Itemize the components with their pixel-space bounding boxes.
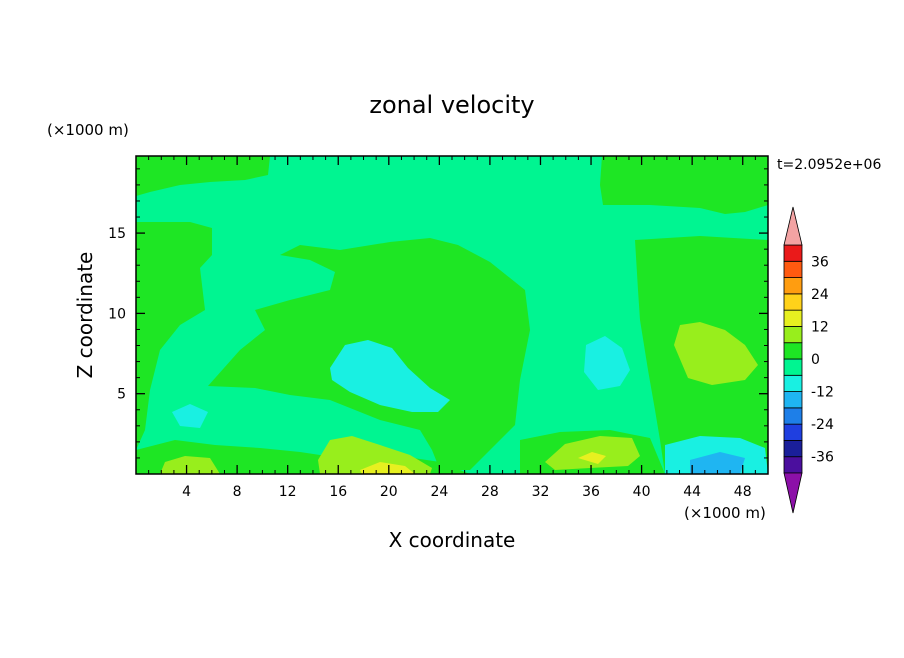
y-tick-label: 15 <box>108 226 126 242</box>
colorbar-segment <box>783 260 803 278</box>
x-tick-label: 8 <box>233 484 242 500</box>
field-region-yellowgreen-bottom-center <box>318 436 432 474</box>
x-tick-label: 12 <box>279 484 297 500</box>
colorbar-label: 24 <box>811 287 829 303</box>
y-axis-label: Z coordinate <box>73 252 97 379</box>
colorbar-segment <box>783 456 803 474</box>
y-tick-label: 5 <box>117 387 126 403</box>
chart-title: zonal velocity <box>369 91 534 119</box>
colorbar-label: 0 <box>811 352 820 368</box>
colorbar-label: 36 <box>811 254 829 270</box>
x-tick-label: 40 <box>633 484 651 500</box>
x-tick-label: 48 <box>734 484 752 500</box>
y-tick-labels: 5 10 15 <box>108 226 126 403</box>
y-unit-label: (×1000 m) <box>47 121 129 139</box>
time-label: t=2.0952e+06 <box>777 157 881 173</box>
field-region-yellow-right <box>578 452 606 464</box>
field-region-left-green <box>136 222 212 450</box>
x-tick-label: 36 <box>582 484 600 500</box>
colorbar-label: -24 <box>811 417 834 433</box>
axis-ticks <box>136 156 768 474</box>
field-region-yellowgreen-bottom-left <box>160 456 220 474</box>
x-tick-label: 4 <box>182 484 191 500</box>
field-region-cyan-right <box>584 336 630 390</box>
colorbar-segment <box>783 277 803 295</box>
field-region-cyan-center <box>330 340 450 412</box>
colorbar-segment <box>783 309 803 327</box>
x-unit-label: (×1000 m) <box>684 504 766 522</box>
field-region-yellowgreen-right <box>674 322 758 385</box>
x-tick-label: 28 <box>481 484 499 500</box>
colorbar-segment <box>783 407 803 425</box>
x-tick-label: 24 <box>430 484 448 500</box>
colorbar-segment <box>783 358 803 376</box>
x-tick-labels: 4 8 12 16 20 24 28 32 36 40 44 48 <box>182 484 752 500</box>
x-tick-label: 20 <box>380 484 398 500</box>
contour-field <box>136 156 768 474</box>
x-tick-label: 16 <box>329 484 347 500</box>
colorbar-under-arrow <box>783 472 803 514</box>
colorbar-segment <box>783 326 803 344</box>
colorbar-segment <box>783 440 803 458</box>
field-region-blue-bottom-right <box>690 452 745 474</box>
field-region-top-right-green <box>600 156 768 214</box>
field-region-top-left-green <box>136 156 270 196</box>
colorbar-segment <box>783 244 803 262</box>
colorbar-labels: 36 24 12 0 -12 -24 -36 <box>811 254 834 465</box>
y-tick-label: 10 <box>108 306 126 322</box>
colorbar-label: 12 <box>811 319 829 335</box>
colorbar-label: -36 <box>811 450 834 466</box>
colorbar-label: -12 <box>811 385 834 401</box>
colorbar-over-arrow <box>783 206 803 246</box>
x-tick-label: 32 <box>532 484 550 500</box>
x-axis-label: X coordinate <box>389 528 516 552</box>
colorbar-segment <box>783 293 803 311</box>
field-region-cyan-left <box>172 404 208 428</box>
colorbar-segment <box>783 391 803 409</box>
colorbar <box>783 206 803 514</box>
x-tick-label: 44 <box>683 484 701 500</box>
colorbar-segment <box>783 374 803 392</box>
colorbar-segment <box>783 342 803 360</box>
colorbar-segment <box>783 423 803 441</box>
